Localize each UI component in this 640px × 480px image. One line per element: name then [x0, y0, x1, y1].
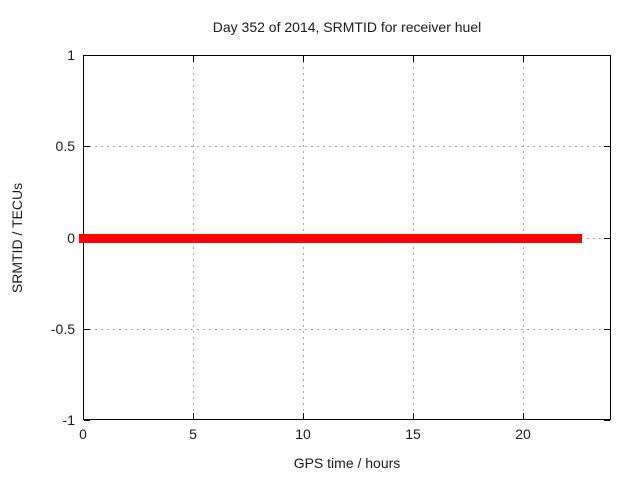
x-tick-mark [523, 413, 524, 419]
x-tick-mark [83, 413, 84, 419]
series-line-srmtid [79, 234, 582, 243]
x-tick-mark [303, 413, 304, 419]
y-tick-mark [84, 55, 90, 56]
x-tick-mark-top [83, 56, 84, 62]
x-tick-mark [193, 413, 194, 419]
y-tick-label: -0.5 [50, 321, 75, 337]
y-gridline [83, 146, 611, 147]
y-tick-mark [84, 146, 90, 147]
x-tick-mark-top [193, 56, 194, 62]
x-tick-label: 0 [79, 426, 87, 442]
y-gridline [83, 329, 611, 330]
x-tick-mark-top [303, 56, 304, 62]
chart-title: Day 352 of 2014, SRMTID for receiver hue… [212, 19, 482, 35]
y-tick-label: 0 [67, 230, 75, 246]
x-tick-label: 10 [295, 426, 311, 442]
x-tick-label: 20 [515, 426, 531, 442]
x-tick-mark-top [413, 56, 414, 62]
y-tick-mark [84, 329, 90, 330]
y-tick-mark-right [604, 146, 610, 147]
y-tick-mark-right [604, 55, 610, 56]
x-axis-label: GPS time / hours [293, 455, 401, 471]
x-tick-label: 15 [405, 426, 421, 442]
y-tick-mark-right [604, 420, 610, 421]
y-tick-mark-right [604, 329, 610, 330]
x-tick-mark-top [523, 56, 524, 62]
x-tick-label: 5 [189, 426, 197, 442]
y-tick-label: 0.5 [55, 138, 75, 154]
y-tick-mark-right [604, 238, 610, 239]
y-tick-label: -1 [62, 412, 75, 428]
y-tick-mark [84, 420, 90, 421]
y-tick-label: 1 [67, 47, 75, 63]
x-tick-mark [413, 413, 414, 419]
